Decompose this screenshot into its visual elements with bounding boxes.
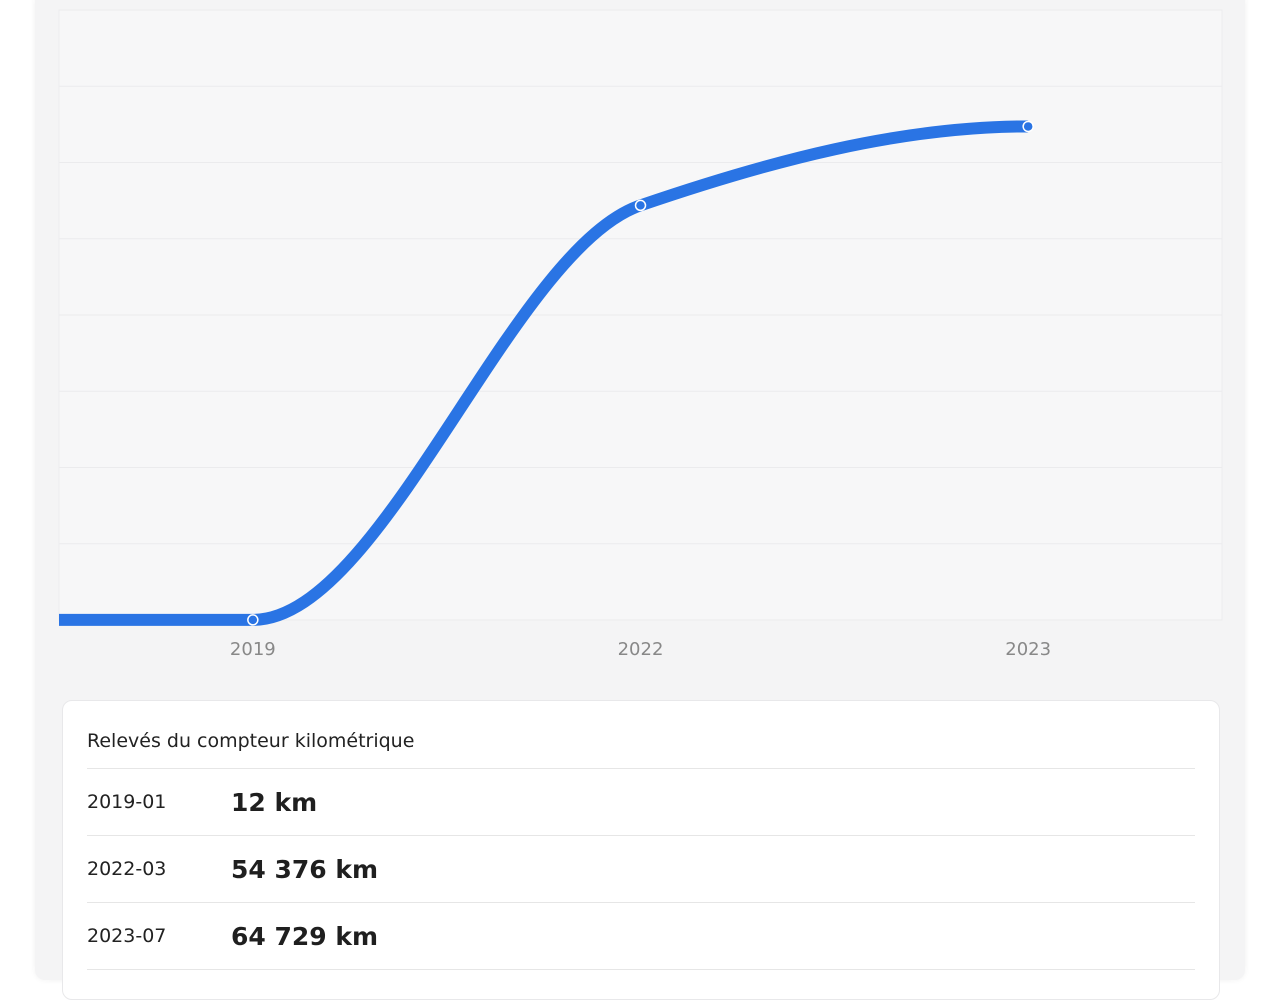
chart: 2019 2022 2023 [58,9,1223,660]
reading-row: 2023-07 64 729 km [87,903,1195,970]
reading-date: 2022-03 [87,858,167,880]
x-tick-label: 2022 [618,639,664,660]
point [1022,120,1034,133]
point [634,199,647,212]
x-tick-label: 2019 [230,639,276,660]
line [252,120,1029,626]
point [247,614,259,626]
reading-value: 12 km [231,787,318,817]
readings-card: Relevés du compteur kilométrique 2019-01… [62,700,1220,1000]
x-tick-label: 2023 [1005,639,1051,660]
reading-value: 64 729 km [231,921,379,951]
reading-value: 54 376 km [231,854,379,884]
reading-date: 2019-01 [87,791,167,813]
readings-title: Relevés du compteur kilométrique [87,701,1195,769]
reading-date: 2023-07 [87,925,167,947]
reading-row: 2022-03 54 376 km [87,836,1195,903]
reading-row: 2019-01 12 km [87,769,1195,836]
page: 2019 2022 2023 Relevés du compteur kilomét… [35,0,1245,1000]
